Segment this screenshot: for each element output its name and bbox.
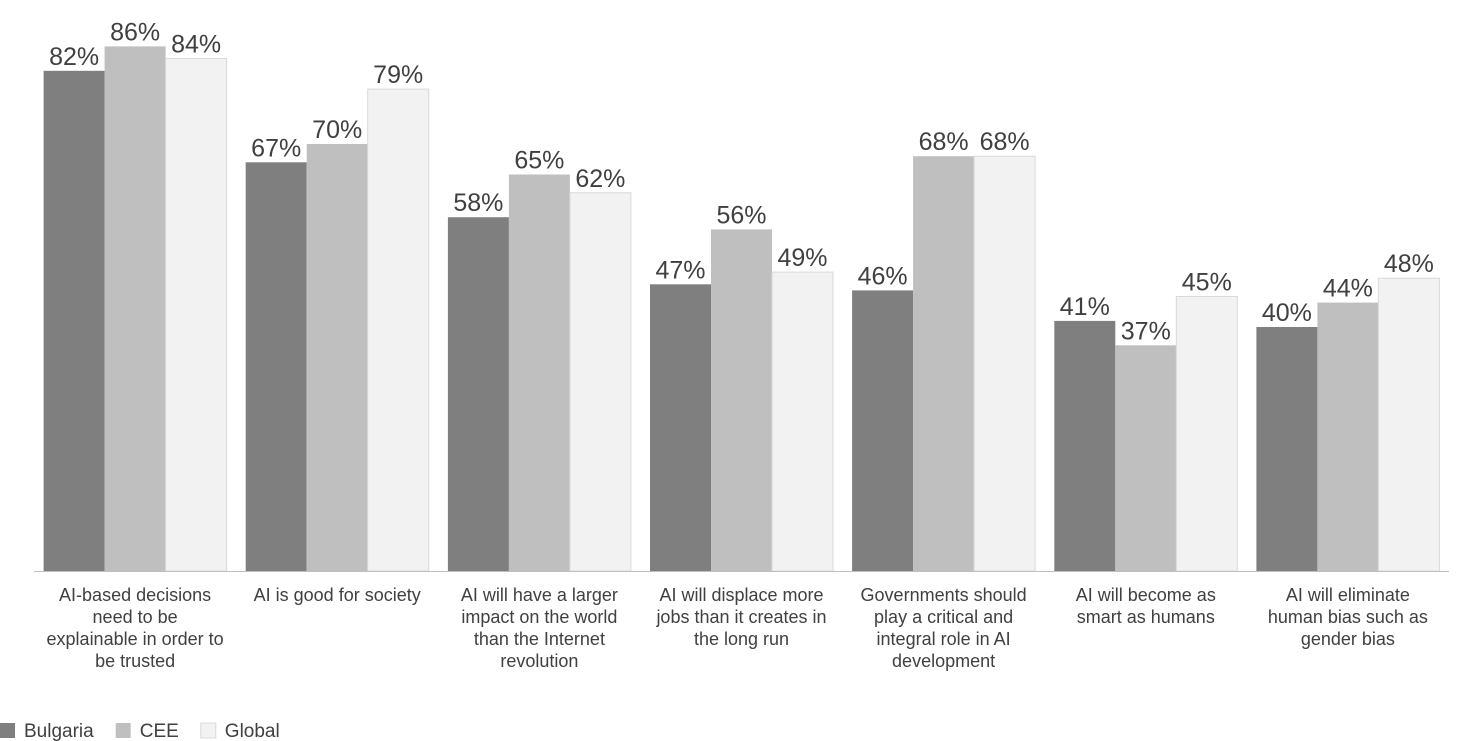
value-label-cee-1: 70% <box>312 116 362 144</box>
bar-bulgaria-6 <box>1256 327 1318 571</box>
value-label-bulgaria-1: 67% <box>251 134 301 162</box>
bar-global-3 <box>771 271 834 572</box>
category-label-line: revolution <box>500 651 578 671</box>
bar-bulgaria-5 <box>1054 320 1116 571</box>
value-label-global-3: 49% <box>777 244 827 272</box>
value-label-cee-2: 65% <box>514 147 564 175</box>
value-label-global-5: 45% <box>1182 269 1232 297</box>
bar-bulgaria-0 <box>43 70 105 572</box>
bar-global-0 <box>165 58 228 572</box>
legend-swatch-global <box>200 722 217 739</box>
bar-cee-1 <box>306 144 368 571</box>
bar-cee-5 <box>1115 345 1177 571</box>
bar-global-1 <box>367 88 430 572</box>
value-label-cee-4: 68% <box>919 128 969 156</box>
category-label-line: the long run <box>694 629 789 649</box>
legend-label-bulgaria: Bulgaria <box>24 721 94 741</box>
category-label-0: AI-based decisions need to be explainable … <box>47 585 224 671</box>
category-label-line: than the Internet <box>474 629 605 649</box>
bar-global-6 <box>1377 277 1440 572</box>
value-label-bulgaria-3: 47% <box>655 256 705 284</box>
value-labels-layer: 82% 86% 84% 67% 70% 79% 58% 65% 62% 47% 56% 49% 46% 6… <box>49 18 1434 345</box>
category-label-line: smart as humans <box>1077 607 1215 627</box>
category-label-line: impact on the world <box>461 607 617 627</box>
category-label-4: Governments should play a critical and int… <box>861 585 1027 671</box>
category-label-line: AI will become as <box>1076 585 1216 605</box>
category-label-line: AI will have a larger <box>461 585 618 605</box>
category-label-line: integral role in AI <box>877 629 1011 649</box>
bar-cee-3 <box>711 229 772 571</box>
value-label-cee-3: 56% <box>716 201 766 229</box>
legend-swatch-cee <box>115 723 131 738</box>
legend-label-cee: CEE <box>140 721 179 741</box>
category-labels-layer: AI-based decisions need to be explainable … <box>47 585 1428 671</box>
value-label-bulgaria-2: 58% <box>453 189 503 217</box>
bar-cee-6 <box>1317 302 1379 571</box>
bar-bulgaria-3 <box>650 284 711 571</box>
bars-layer <box>43 46 1440 572</box>
category-label-2: AI will have a larger impact on the world… <box>461 585 618 671</box>
category-label-line: human bias such as <box>1268 607 1428 627</box>
category-label-line: AI is good for society <box>254 585 421 605</box>
category-label-line: explainable in order to <box>47 629 224 649</box>
value-label-bulgaria-4: 46% <box>858 262 908 290</box>
category-label-3: AI will displace more jobs than it create… <box>655 585 826 649</box>
legend-swatch-bulgaria <box>0 723 15 738</box>
value-label-global-2: 62% <box>575 165 625 193</box>
value-label-global-0: 84% <box>171 31 221 59</box>
category-label-line: be trusted <box>95 651 175 671</box>
value-label-cee-0: 86% <box>110 18 160 46</box>
bar-global-2 <box>569 192 632 572</box>
value-label-bulgaria-5: 41% <box>1060 293 1110 321</box>
category-label-line: AI will displace more <box>659 585 823 605</box>
value-label-global-6: 48% <box>1384 250 1434 278</box>
bar-bulgaria-2 <box>447 217 509 571</box>
bar-global-4 <box>973 155 1036 572</box>
category-label-6: AI will eliminate human bias such as gende… <box>1268 585 1428 649</box>
value-label-global-4: 68% <box>980 128 1030 156</box>
category-label-5: AI will become as smart as humans <box>1076 585 1216 627</box>
value-label-cee-5: 37% <box>1121 317 1171 345</box>
bar-cee-0 <box>104 46 166 571</box>
category-label-line: jobs than it creates in <box>655 607 826 627</box>
value-label-bulgaria-6: 40% <box>1262 299 1312 327</box>
category-label-1: AI is good for society <box>254 585 421 605</box>
value-label-bulgaria-0: 82% <box>49 43 99 71</box>
category-label-line: need to be <box>93 607 178 627</box>
category-label-line: play a critical and <box>874 607 1013 627</box>
value-label-global-1: 79% <box>373 61 423 89</box>
category-label-line: AI-based decisions <box>59 585 211 605</box>
legend-label-global: Global <box>225 721 280 741</box>
bar-cee-4 <box>913 156 975 571</box>
category-label-line: AI will eliminate <box>1286 585 1410 605</box>
bar-bulgaria-4 <box>852 290 914 571</box>
legend: Bulgaria CEE Global <box>0 721 280 741</box>
value-label-cee-6: 44% <box>1323 275 1373 303</box>
category-label-line: development <box>892 651 995 671</box>
category-label-line: gender bias <box>1301 629 1395 649</box>
bar-bulgaria-1 <box>245 162 307 572</box>
bar-cee-2 <box>508 174 570 571</box>
category-label-line: Governments should <box>861 585 1027 605</box>
bar-global-5 <box>1175 296 1238 572</box>
